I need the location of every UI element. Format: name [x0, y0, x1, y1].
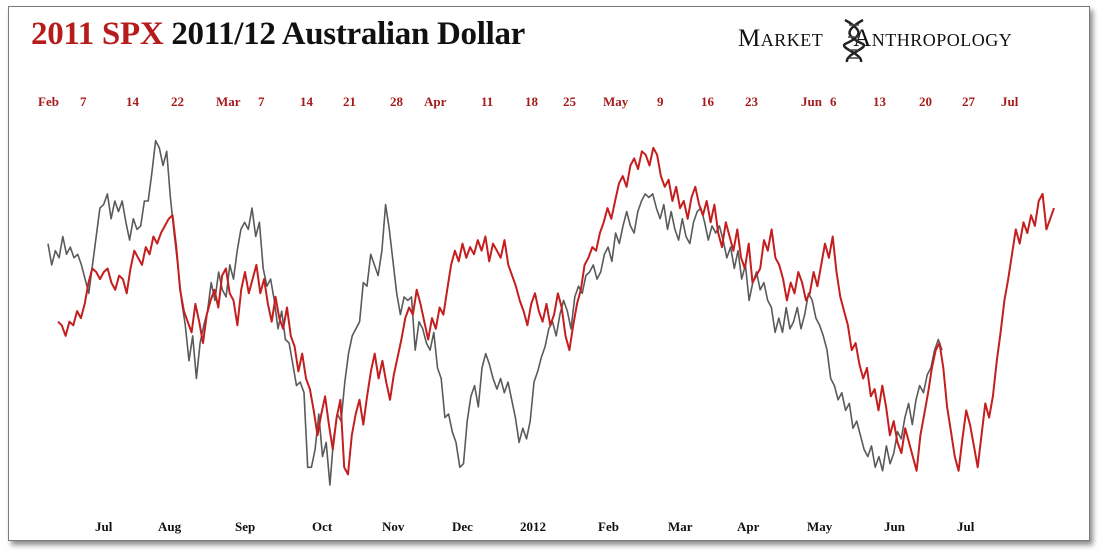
top-tick-label: 21 [343, 94, 356, 109]
logo-word-left: Market [738, 25, 824, 52]
bottom-tick-label: May [807, 519, 833, 534]
top-tick-label: 7 [80, 94, 87, 109]
brand-logo: Market Anthropology [738, 25, 1012, 53]
top-tick-label: Mar [216, 94, 241, 109]
top-tick-label: 14 [300, 94, 314, 109]
top-tick-label: 16 [701, 94, 715, 109]
top-tick-label: 11 [481, 94, 493, 109]
bottom-tick-label: 2012 [520, 519, 546, 534]
spx-line [47, 139, 943, 486]
title-aud: 2011/12 Australian Dollar [171, 16, 526, 52]
bottom-tick-label: Jul [95, 519, 113, 534]
top-tick-label: 9 [657, 94, 664, 109]
bottom-axis: Jul Aug Sep Oct Nov Dec 2012 Feb Mar Apr May Jun Jul [95, 519, 975, 534]
top-axis: Feb 7 14 22 Mar 7 14 21 28 Apr 11 18 25 May 9 16 23 Jun 6 1… [38, 94, 1019, 109]
top-tick-label: 25 [563, 94, 577, 109]
top-tick-label: 20 [919, 94, 932, 109]
bottom-tick-label: Oct [312, 519, 333, 534]
chart-frame [8, 6, 1090, 541]
logo-word-right: Anthropology [853, 25, 1013, 52]
bottom-tick-label: Jul [957, 519, 975, 534]
bottom-tick-label: Apr [737, 519, 760, 534]
top-tick-label: 28 [390, 94, 404, 109]
top-tick-label: 13 [873, 94, 887, 109]
chart-title: 2011 SPX 2011/12 Australian Dollar [31, 16, 525, 53]
dna-helix-icon [842, 18, 866, 63]
top-tick-label: 27 [962, 94, 976, 109]
bottom-tick-label: Aug [158, 519, 182, 534]
top-tick-label: 14 [126, 94, 140, 109]
top-tick-label: Apr [424, 94, 447, 109]
top-tick-label: 18 [525, 94, 539, 109]
bottom-tick-label: Jun [884, 519, 906, 534]
top-tick-label: 6 [830, 94, 837, 109]
bottom-tick-label: Feb [598, 519, 619, 534]
bottom-tick-label: Mar [668, 519, 693, 534]
bottom-tick-label: Dec [452, 519, 473, 534]
top-tick-label: Feb [38, 94, 59, 109]
top-tick-label: 23 [745, 94, 759, 109]
title-spx: 2011 SPX [31, 16, 164, 52]
series-group [47, 139, 1055, 486]
top-tick-label: 7 [258, 94, 265, 109]
bottom-tick-label: Sep [235, 519, 255, 534]
bottom-tick-label: Nov [382, 519, 405, 534]
top-tick-label: Jul [1001, 94, 1019, 109]
top-tick-label: 22 [171, 94, 184, 109]
top-tick-label: Jun [801, 94, 823, 109]
top-tick-label: May [603, 94, 629, 109]
aud-line [57, 146, 1055, 476]
